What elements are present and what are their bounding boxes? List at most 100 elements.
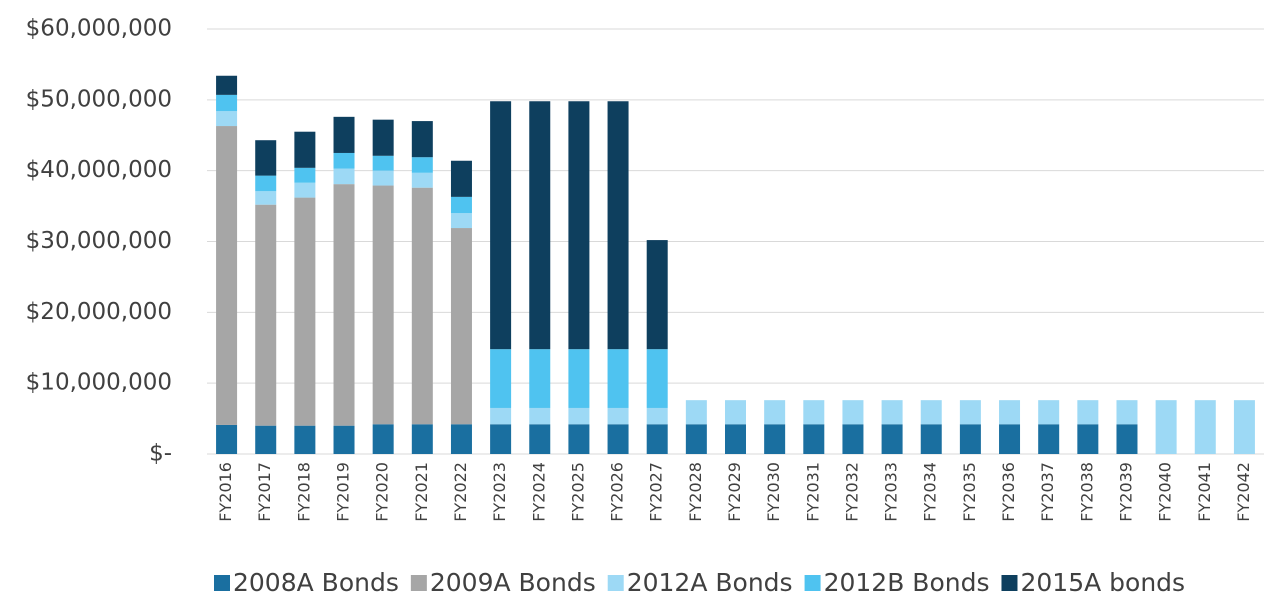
bar-segment xyxy=(882,424,903,454)
bar-segment xyxy=(490,101,511,349)
bar-segment xyxy=(373,156,394,171)
chart: $- $10,000,000 $20,000,000 $30,000,000 $40,0… xyxy=(0,0,1264,609)
legend-label: 2008A Bonds xyxy=(233,568,399,597)
legend-label: 2012B Bonds xyxy=(824,568,990,597)
bar-segment xyxy=(451,197,472,213)
bar-segment xyxy=(686,424,707,454)
x-tick-label: FY2029 xyxy=(725,462,744,522)
bar-segment xyxy=(529,349,550,408)
x-tick-label: FY2017 xyxy=(255,462,274,522)
x-tick-label: FY2022 xyxy=(451,462,470,522)
legend-label: 2012A Bonds xyxy=(627,568,793,597)
x-tick-label: FY2036 xyxy=(999,462,1018,522)
y-tick-label: $10,000,000 xyxy=(26,370,172,396)
y-tick-label: $20,000,000 xyxy=(26,299,172,325)
bar-segment xyxy=(647,240,668,349)
bar-segment xyxy=(334,426,355,454)
x-tick-label: FY2023 xyxy=(490,462,509,522)
bar-segment xyxy=(1038,400,1059,424)
bar-segment xyxy=(1116,400,1137,424)
x-tick-label: FY2032 xyxy=(842,462,861,522)
bar-segment xyxy=(608,408,629,424)
bar-segment xyxy=(412,173,433,188)
bar-segment xyxy=(334,153,355,169)
y-tick-label: $40,000,000 xyxy=(26,157,172,183)
bar-segment xyxy=(1156,400,1177,454)
bar-segment xyxy=(764,400,785,424)
x-tick-label: FY2028 xyxy=(686,462,705,522)
bar-segment xyxy=(568,101,589,349)
bar-segment xyxy=(490,408,511,424)
bar-segment xyxy=(568,408,589,424)
bar-segment xyxy=(373,171,394,186)
bar-segment xyxy=(960,400,981,424)
bar-segment xyxy=(882,400,903,424)
y-tick-label: $- xyxy=(149,441,172,467)
x-tick-label: FY2030 xyxy=(764,462,783,522)
bar-segment xyxy=(1234,400,1255,454)
bar-segment xyxy=(608,424,629,454)
bar-segment xyxy=(529,101,550,349)
bar-segment xyxy=(294,426,315,454)
bar-segment xyxy=(373,424,394,454)
bar-segment xyxy=(412,424,433,454)
bar-segment xyxy=(451,228,472,424)
bar-segment xyxy=(255,140,276,175)
bar-segment xyxy=(608,101,629,349)
x-tick-label: FY2020 xyxy=(373,462,392,522)
bar-segment xyxy=(294,132,315,168)
bar-segment xyxy=(1038,424,1059,454)
bar-segment xyxy=(294,183,315,198)
bar-segment xyxy=(373,120,394,156)
y-tick-label: $30,000,000 xyxy=(26,228,172,254)
bar-segment xyxy=(412,188,433,425)
x-tick-label: FY2019 xyxy=(334,462,353,522)
bar-segment xyxy=(647,424,668,454)
x-tick-label: FY2025 xyxy=(568,462,587,522)
bar-segment xyxy=(1195,400,1216,454)
legend-label: 2009A Bonds xyxy=(430,568,596,597)
bar-segment xyxy=(255,191,276,204)
x-tick-label: FY2041 xyxy=(1195,462,1214,522)
bar-segment xyxy=(568,349,589,408)
bar-segment xyxy=(412,157,433,173)
bar-segment xyxy=(803,400,824,424)
x-tick-label: FY2040 xyxy=(1156,462,1175,522)
bar-segment xyxy=(216,95,237,111)
x-tick-label: FY2034 xyxy=(921,462,940,522)
bar-segment xyxy=(451,213,472,228)
y-tick-label: $50,000,000 xyxy=(26,86,172,112)
bar-segment xyxy=(294,198,315,426)
bar-segment xyxy=(921,400,942,424)
bar-segment xyxy=(999,400,1020,424)
bar-segment xyxy=(334,169,355,185)
bar-segment xyxy=(999,424,1020,454)
bar-segment xyxy=(334,184,355,426)
x-tick-label: FY2035 xyxy=(960,462,979,522)
bar-segment xyxy=(568,424,589,454)
bar-segment xyxy=(373,186,394,425)
bar-segment xyxy=(960,424,981,454)
x-tick-label: FY2018 xyxy=(294,462,313,522)
legend-swatch xyxy=(608,575,624,591)
bar-segment xyxy=(451,424,472,454)
bar-segment xyxy=(647,408,668,424)
x-tick-label: FY2039 xyxy=(1116,462,1135,522)
bar-segment xyxy=(490,349,511,408)
x-tick-label: FY2021 xyxy=(412,462,431,522)
page: {"chart_data": {"type": "stacked-bar", "… xyxy=(0,0,1264,609)
bar-segment xyxy=(255,176,276,192)
x-tick-label: FY2037 xyxy=(1038,462,1057,522)
bar-segment xyxy=(334,117,355,153)
legend-swatch xyxy=(411,575,427,591)
bar-segment xyxy=(255,205,276,426)
legend-label: 2015A bonds xyxy=(1020,568,1185,597)
bar-segment xyxy=(1116,424,1137,454)
legend-swatch xyxy=(1001,575,1017,591)
bar-segment xyxy=(529,408,550,424)
bar-segment xyxy=(842,400,863,424)
x-tick-label: FY2031 xyxy=(803,462,822,522)
x-tick-label: FY2042 xyxy=(1234,462,1253,522)
x-tick-label: FY2038 xyxy=(1077,462,1096,522)
bar-segment xyxy=(412,121,433,157)
